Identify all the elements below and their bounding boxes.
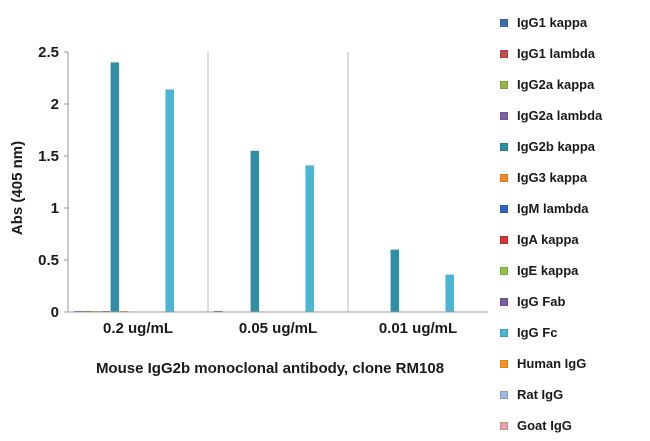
bar-marks xyxy=(74,62,454,313)
legend-item: IgG2a kappa xyxy=(500,69,648,100)
legend-swatch xyxy=(500,328,508,337)
legend-swatch xyxy=(500,18,508,27)
x-axis-title: Mouse IgG2b monoclonal antibody, clone R… xyxy=(96,360,444,377)
legend-item: IgG3 kappa xyxy=(500,162,648,193)
x-category-label: 0.01 ug/mL xyxy=(379,320,457,337)
legend-swatch xyxy=(500,297,508,306)
x-category-labels: 0.2 ug/mL 0.05 ug/mL 0.01 ug/mL xyxy=(103,320,457,337)
legend-item: IgG2b kappa xyxy=(500,131,648,162)
legend-swatch xyxy=(500,80,508,89)
legend-swatch xyxy=(500,359,508,368)
y-tick-label: 1.5 xyxy=(38,148,59,165)
y-tick-label: 1 xyxy=(51,200,59,217)
bar xyxy=(445,274,454,312)
y-axis-title: Abs (405 nm) xyxy=(9,141,26,235)
legend-item: IgG1 kappa xyxy=(500,7,648,38)
category-gridlines xyxy=(207,52,349,312)
axes xyxy=(67,52,488,313)
legend-label: Goat IgG xyxy=(517,418,572,433)
bar xyxy=(250,150,260,312)
legend-item: Goat IgG xyxy=(500,410,648,441)
legend-swatch xyxy=(500,266,508,275)
legend-label: IgE kappa xyxy=(517,263,579,278)
legend-swatch xyxy=(500,142,508,151)
bar xyxy=(390,249,400,312)
legend-item: IgE kappa xyxy=(500,255,648,286)
legend-swatch xyxy=(500,204,508,213)
legend-label: IgG2b kappa xyxy=(517,139,596,154)
legend-item: IgG1 lambda xyxy=(500,38,648,69)
x-category-label: 0.05 ug/mL xyxy=(239,320,317,337)
bar xyxy=(165,89,174,312)
legend-label: Human IgG xyxy=(517,356,587,371)
bar xyxy=(110,62,120,313)
legend-label: IgA kappa xyxy=(517,232,579,247)
legend-label: IgG2a kappa xyxy=(517,77,595,92)
legend: IgG1 kappa IgG1 lambda IgG2a kappa IgG2a la… xyxy=(500,7,648,441)
legend-label: IgG2a lambda xyxy=(517,108,603,123)
legend-swatch xyxy=(500,111,508,120)
legend-swatch xyxy=(500,421,508,430)
legend-item: IgG2a lambda xyxy=(500,100,648,131)
legend-item: Rat IgG xyxy=(500,379,648,410)
legend-swatch xyxy=(500,390,508,399)
legend-item: IgM lambda xyxy=(500,193,648,224)
legend-label: IgM lambda xyxy=(517,201,589,216)
legend-swatch xyxy=(500,235,508,244)
y-tick-label: 2 xyxy=(51,96,59,113)
legend-swatch xyxy=(500,173,508,182)
legend-swatch xyxy=(500,49,508,58)
legend-label: Rat IgG xyxy=(517,387,564,402)
y-tick-label: 0.5 xyxy=(38,252,59,269)
legend-item: IgG Fc xyxy=(500,317,648,348)
legend-item: IgA kappa xyxy=(500,224,648,255)
chart-area: 0 0.5 1 1.5 2 2.5 0.2 ug/mL 0.05 ug/mL 0.01 ug/… xyxy=(9,44,488,377)
legend-label: IgG1 kappa xyxy=(517,15,588,30)
legend-label: IgG3 kappa xyxy=(517,170,588,185)
legend-label: IgG1 lambda xyxy=(517,46,596,61)
legend-item: Human IgG xyxy=(500,348,648,379)
legend-label: IgG Fab xyxy=(517,294,566,309)
y-tick-labels: 0 0.5 1 1.5 2 2.5 xyxy=(38,44,68,321)
y-tick-label: 0 xyxy=(51,304,59,321)
legend-label: IgG Fc xyxy=(517,325,558,340)
y-tick-label: 2.5 xyxy=(38,44,59,61)
x-category-label: 0.2 ug/mL xyxy=(103,320,173,337)
bar xyxy=(305,165,314,312)
legend-item: IgG Fab xyxy=(500,286,648,317)
